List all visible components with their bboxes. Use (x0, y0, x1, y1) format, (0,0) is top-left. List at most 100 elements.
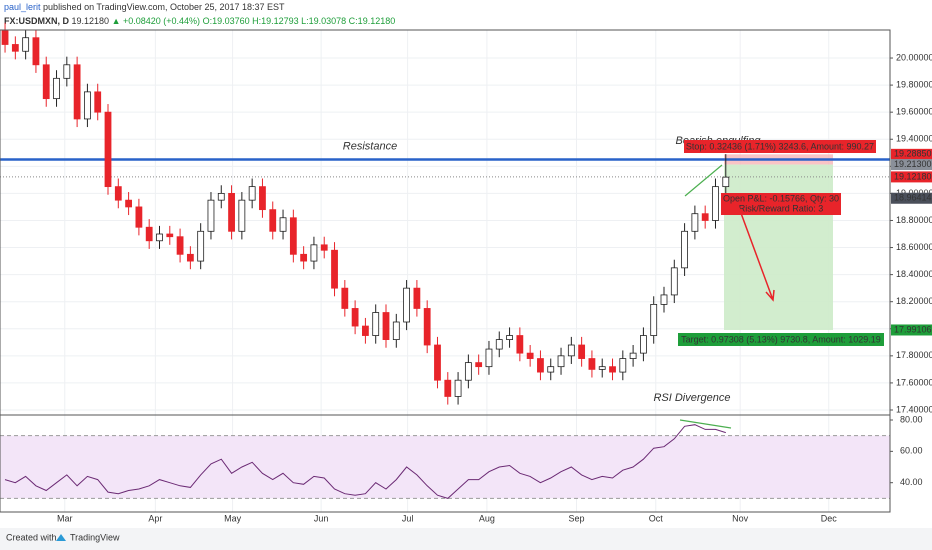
candle-body (279, 217, 287, 232)
candle-body (269, 209, 277, 232)
y-tick-label: 40.00 (900, 477, 923, 487)
candle-body (598, 366, 606, 370)
candle-body (537, 358, 544, 373)
y-tick-label: 17.60000 (896, 377, 932, 387)
candle-body (629, 352, 637, 359)
target-zone (724, 164, 833, 330)
last: 19.12180 (72, 16, 110, 26)
x-tick-label: Jul (402, 513, 414, 523)
x-tick-label: Sep (568, 513, 584, 523)
candle-body (362, 325, 369, 336)
candle-body (413, 287, 421, 309)
candle-body (588, 358, 596, 370)
candle-body (238, 199, 246, 232)
x-tick-label: Mar (57, 513, 73, 523)
header-line: paul_lerit published on TradingView.com,… (4, 2, 285, 12)
candle-body (670, 267, 678, 296)
y-tick-label: 20.00000 (896, 52, 932, 62)
candle-body (392, 321, 400, 340)
pnl-label-box (721, 193, 841, 215)
candle-body (300, 253, 308, 262)
arrow (737, 204, 775, 302)
candle-body (94, 91, 102, 113)
change: ▲ +0.08420 (+0.44%) (112, 16, 200, 26)
candle-body (228, 192, 235, 232)
y-tick-label: 60.00 (900, 446, 923, 456)
pnl-label: Open P&L: -0.15766, Qty: 30 (723, 193, 839, 203)
candle-body (73, 64, 81, 120)
candle-body (1, 30, 9, 45)
candle-body (681, 230, 688, 269)
x-tick-label: Apr (148, 513, 162, 523)
price-badge-label: 18.96414 (894, 193, 932, 203)
price-badge (891, 159, 932, 171)
candle-body (114, 186, 122, 201)
candle-body (248, 186, 256, 201)
y-tick-label: 17.40000 (896, 404, 932, 414)
y-tick-label: 19.80000 (896, 79, 932, 89)
y-tick-label: 80.00 (900, 414, 923, 424)
price-badge (891, 148, 932, 160)
candle-body (444, 379, 452, 397)
footer-created: Created with (6, 532, 57, 542)
trendline (684, 164, 723, 197)
price-badge-label: 19.28850 (894, 149, 932, 159)
logo (56, 534, 66, 541)
candle-body (609, 366, 616, 373)
candle-body (32, 37, 40, 66)
price-badge-label: 19.21300 (894, 159, 932, 169)
x-tick-label: Dec (821, 513, 838, 523)
candle-body (660, 294, 668, 305)
candle-body (145, 226, 153, 242)
symbol: FX:USDMXN, D (4, 16, 70, 26)
rsi-line (4, 424, 726, 499)
ohlc: O:19.03760 H:19.12793 L:19.03078 C:19.12… (203, 16, 396, 26)
target-label: Target: 0.97308 (5.13%) 9730.8, Amount: … (681, 334, 881, 344)
candle-body (567, 344, 575, 357)
candle-body (135, 206, 143, 228)
footer-brand[interactable]: TradingView (70, 532, 120, 542)
price-badge-label: 19.12180 (894, 171, 932, 181)
y-tick-label: 18.20000 (896, 296, 932, 306)
candle-body (516, 335, 524, 354)
y-tick-label: 19.40000 (896, 134, 932, 144)
candle-body (464, 362, 472, 381)
candle-body (434, 344, 441, 381)
candle-body (310, 244, 318, 262)
candle-body (207, 199, 215, 232)
price-badge-label: 17.99106 (894, 324, 932, 334)
candle-body (403, 287, 410, 323)
price-badge (891, 171, 932, 183)
candle-body (176, 236, 184, 255)
rr-label: Risk/Reward Ratio: 3 (739, 203, 824, 213)
candle-body (341, 287, 349, 309)
price-badge (891, 192, 932, 204)
candle-body (722, 176, 730, 188)
candle-body (506, 335, 513, 340)
rsi-trendline (679, 419, 732, 429)
candle-body (712, 186, 719, 221)
y-tick-label: 17.80000 (896, 350, 932, 360)
candle-body (320, 244, 328, 251)
candle-body (156, 233, 163, 242)
candle-body (22, 37, 30, 52)
y-tick-label: 18.60000 (896, 242, 932, 252)
candle-body (259, 186, 266, 211)
rsi-panel (0, 424, 890, 499)
annotation: RSI Divergence (653, 392, 730, 404)
symbol-line: FX:USDMXN, D 19.12180 ▲ +0.08420 (+0.44%… (4, 16, 395, 26)
footer-bar (0, 528, 932, 550)
candle-body (382, 312, 390, 340)
candle-body (495, 339, 503, 350)
candle-body (166, 233, 174, 238)
candle-body (63, 64, 71, 79)
author[interactable]: paul_lerit (4, 2, 41, 12)
candle-body (217, 192, 225, 201)
candle-body (640, 335, 647, 354)
candle-body (557, 355, 565, 368)
candle-body (331, 249, 338, 289)
stop-label-box (684, 140, 876, 153)
candle-body (619, 358, 627, 373)
y-tick-label: 19.60000 (896, 107, 932, 117)
